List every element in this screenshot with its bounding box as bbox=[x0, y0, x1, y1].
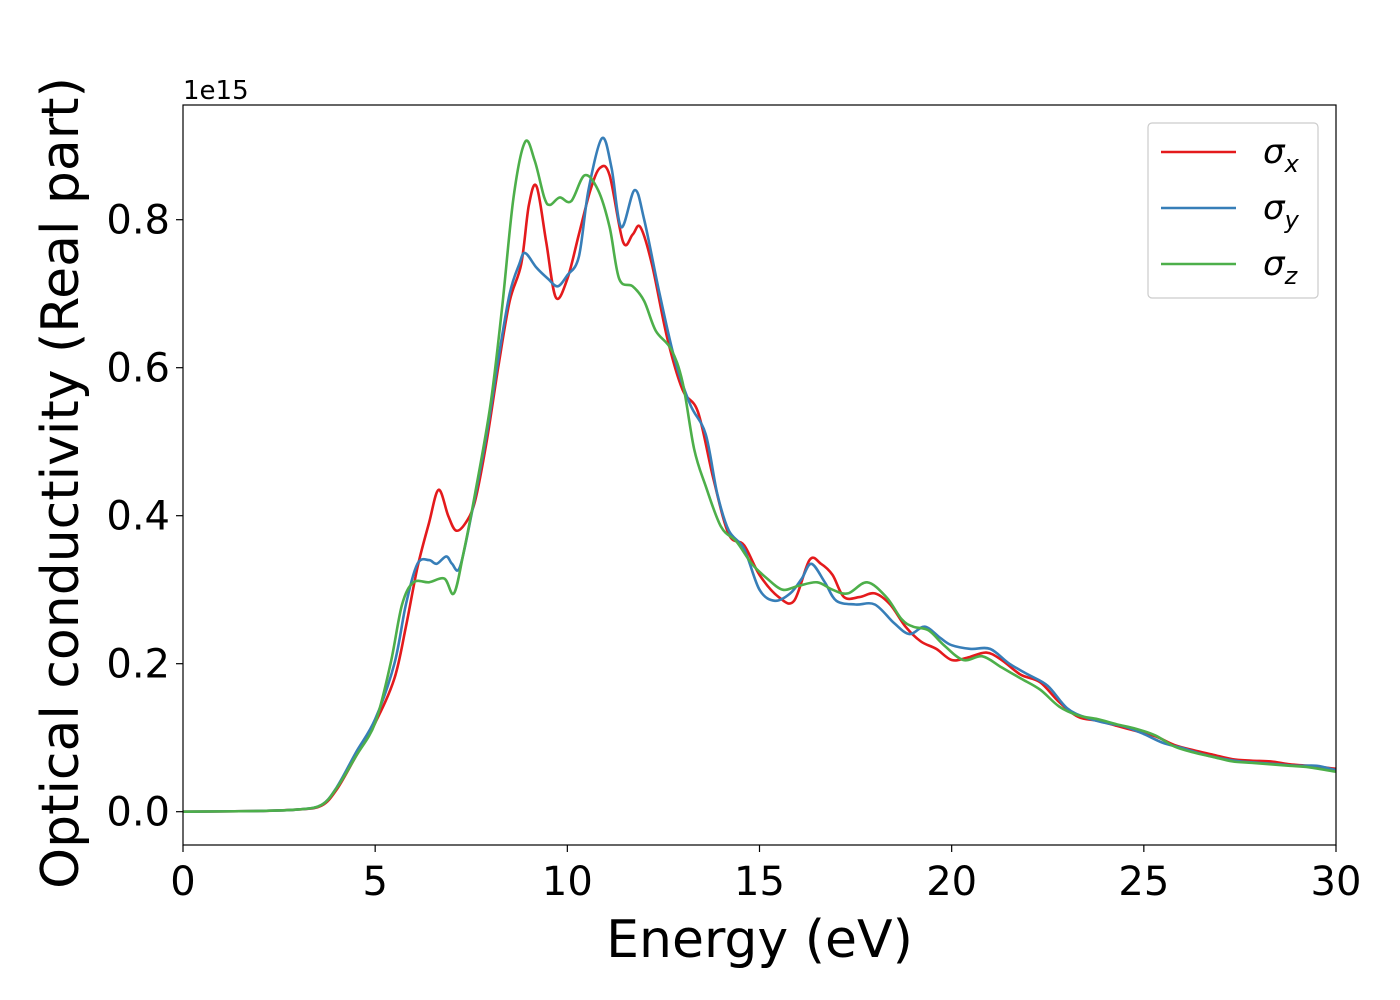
x-tick-label: 5 bbox=[362, 859, 387, 905]
legend-items: σx σy σz bbox=[1161, 132, 1300, 290]
y-offset-label: 1e15 bbox=[183, 76, 249, 106]
x-tick-label: 20 bbox=[926, 859, 977, 905]
legend: σx σy σz bbox=[1147, 122, 1319, 299]
legend-label-z: σz bbox=[1263, 244, 1299, 290]
x-ticks-layer: 0 5 10 15 20 25 30 bbox=[170, 845, 1361, 905]
y-tick-label: 0.6 bbox=[106, 346, 170, 392]
legend-box bbox=[1147, 122, 1319, 299]
x-tick-label: 30 bbox=[1311, 859, 1362, 905]
y-axis-label: Optical conductivity (Real part) bbox=[31, 77, 91, 889]
y-ticks-layer: 0.0 0.2 0.4 0.6 0.8 bbox=[106, 198, 183, 836]
legend-label-x: σx bbox=[1263, 132, 1300, 178]
series-line-y bbox=[183, 136, 1336, 813]
plot-frame bbox=[182, 104, 1337, 846]
y-tick-label: 0.4 bbox=[106, 494, 170, 540]
y-tick-label: 0.2 bbox=[106, 642, 170, 688]
x-tick-label: 15 bbox=[734, 859, 785, 905]
series-layer bbox=[183, 136, 1336, 813]
x-tick-label: 0 bbox=[170, 859, 195, 905]
x-axis-label: Energy (eV) bbox=[606, 910, 913, 970]
x-tick-label: 10 bbox=[542, 859, 593, 905]
y-tick-label: 0.8 bbox=[106, 198, 170, 244]
legend-label-y: σy bbox=[1263, 188, 1300, 234]
y-tick-label: 0.0 bbox=[106, 790, 170, 836]
series-line-z bbox=[183, 139, 1336, 813]
x-tick-label: 25 bbox=[1118, 859, 1169, 905]
